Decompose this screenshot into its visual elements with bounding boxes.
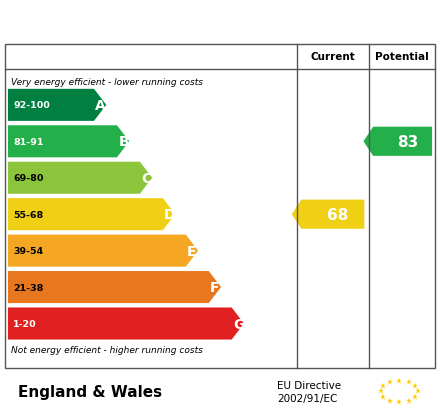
Polygon shape [8, 90, 106, 121]
Text: Potential: Potential [375, 52, 429, 62]
Polygon shape [8, 199, 175, 230]
Text: 68: 68 [327, 207, 349, 222]
Text: 81-91: 81-91 [13, 138, 44, 147]
Text: E: E [187, 244, 197, 258]
Text: 69-80: 69-80 [13, 174, 44, 183]
Text: G: G [233, 317, 244, 331]
Text: 1-20: 1-20 [13, 319, 37, 328]
Text: 55-68: 55-68 [13, 210, 44, 219]
Text: 21-38: 21-38 [13, 283, 44, 292]
Text: EU Directive
2002/91/EC: EU Directive 2002/91/EC [277, 380, 341, 403]
Polygon shape [8, 235, 198, 267]
Text: 39-54: 39-54 [13, 247, 43, 256]
Text: Energy Efficiency Rating: Energy Efficiency Rating [76, 12, 364, 32]
Text: Very energy efficient - lower running costs: Very energy efficient - lower running co… [11, 77, 203, 86]
Polygon shape [8, 162, 152, 194]
Text: 92-100: 92-100 [13, 101, 50, 110]
Text: D: D [164, 208, 176, 222]
Text: 83: 83 [397, 135, 418, 150]
Text: England & Wales: England & Wales [18, 384, 162, 399]
Polygon shape [8, 271, 221, 304]
Polygon shape [363, 127, 432, 157]
Text: F: F [210, 280, 220, 294]
Polygon shape [8, 126, 129, 158]
Text: Current: Current [311, 52, 355, 62]
Text: A: A [95, 99, 106, 113]
Polygon shape [8, 308, 244, 340]
Polygon shape [292, 200, 364, 229]
Text: B: B [118, 135, 129, 149]
Text: C: C [141, 171, 151, 185]
Text: Not energy efficient - higher running costs: Not energy efficient - higher running co… [11, 346, 203, 354]
